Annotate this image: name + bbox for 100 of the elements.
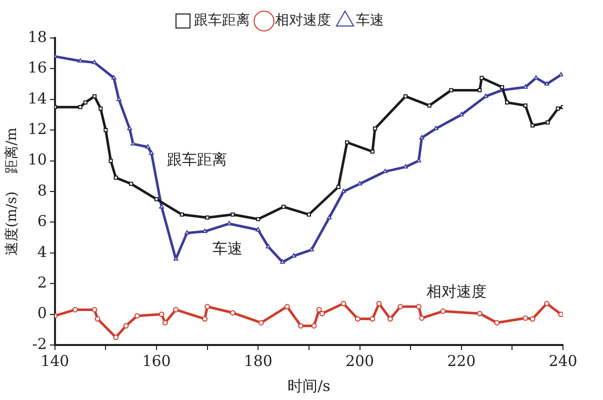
point [284, 304, 290, 310]
point [111, 75, 116, 80]
point [505, 100, 510, 105]
point [419, 315, 424, 321]
point [370, 316, 376, 322]
y-tick-label: 6 [37, 212, 47, 230]
point [280, 259, 285, 264]
point [416, 304, 422, 310]
point [116, 96, 122, 101]
point [184, 230, 190, 235]
x-tick-label: 140 [40, 352, 70, 370]
point [500, 85, 504, 90]
x-tick-label: 200 [345, 352, 374, 370]
point [544, 81, 550, 86]
point [72, 306, 78, 312]
point [523, 103, 528, 108]
y-tick-label: 0 [37, 304, 47, 322]
point [94, 316, 100, 322]
point [129, 182, 134, 186]
point [256, 227, 261, 232]
point [419, 135, 424, 140]
point [92, 306, 98, 312]
point [319, 310, 325, 316]
point [522, 84, 528, 89]
point [78, 58, 83, 63]
annotation: 跟车距离 [167, 150, 228, 169]
point [173, 306, 179, 312]
point [316, 306, 322, 312]
point [256, 217, 260, 222]
point [258, 320, 264, 326]
point [78, 105, 82, 110]
point [298, 323, 304, 329]
point [104, 128, 108, 132]
y-axis-title: 速度(m/s) 距离/m [4, 128, 20, 256]
point [434, 126, 438, 130]
point [149, 150, 154, 155]
point [266, 244, 271, 248]
point [370, 150, 375, 154]
x-tick-label: 220 [447, 352, 476, 370]
point [427, 103, 432, 108]
point [483, 94, 488, 98]
point [113, 334, 119, 340]
point [340, 300, 346, 306]
y-tick-label: 8 [37, 181, 47, 200]
point [134, 313, 140, 319]
point [92, 60, 97, 64]
x-tick-label: 160 [142, 352, 171, 370]
point [92, 94, 97, 98]
point [158, 312, 164, 317]
point [154, 197, 159, 202]
point [202, 316, 208, 322]
point [530, 123, 535, 128]
point [326, 214, 332, 220]
point [544, 300, 550, 306]
point [522, 315, 528, 321]
point [558, 312, 563, 317]
y-tick-label: 14 [28, 89, 47, 108]
x-axis-title: 时间/s [288, 376, 330, 395]
y-tick-label: 10 [28, 150, 47, 169]
point [162, 320, 168, 326]
point [476, 310, 482, 316]
point [546, 120, 550, 124]
x-tick-label: 180 [244, 352, 272, 370]
point [530, 316, 536, 322]
legend-label: 跟车距离 [194, 12, 250, 29]
point [440, 308, 446, 314]
point [306, 212, 311, 217]
point [159, 204, 164, 208]
point [478, 88, 482, 92]
point [108, 158, 113, 163]
point [204, 304, 210, 310]
legend-label: 车速 [356, 12, 384, 29]
point [388, 316, 393, 322]
point [127, 126, 132, 130]
legend-label: 相对速度 [275, 12, 331, 29]
point [556, 106, 560, 111]
point [480, 76, 484, 80]
y-tick-label: -2 [32, 334, 47, 353]
annotation: 相对速度 [426, 282, 486, 301]
point [344, 140, 350, 144]
point [205, 216, 210, 220]
point [341, 188, 346, 194]
point [230, 212, 235, 217]
point [311, 323, 317, 329]
point [98, 106, 103, 111]
point [145, 144, 150, 149]
y-tick-label: 18 [28, 28, 47, 46]
point [355, 316, 360, 322]
point [336, 184, 340, 189]
point [403, 94, 408, 98]
point [281, 204, 286, 209]
y-tick-label: 4 [37, 242, 47, 261]
point [494, 320, 500, 326]
annotation: 车速 [212, 240, 243, 258]
point [398, 304, 404, 310]
point [123, 323, 129, 329]
point [202, 228, 208, 234]
point [83, 100, 88, 105]
y-tick-label: 12 [28, 120, 47, 138]
point [449, 88, 454, 92]
